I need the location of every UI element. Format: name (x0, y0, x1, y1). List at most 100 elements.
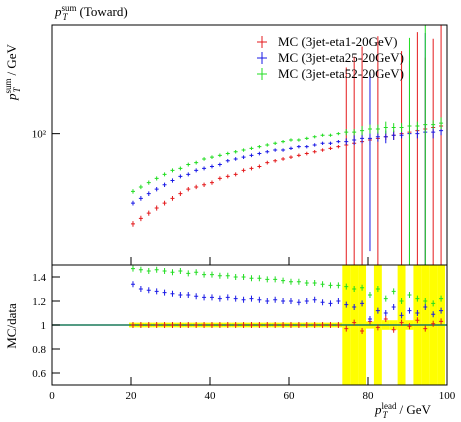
ratio-point (312, 280, 317, 286)
data-point (249, 166, 254, 171)
data-point (439, 117, 444, 130)
data-point (265, 150, 270, 154)
y-axis-label: psumT / GeV (3, 43, 22, 101)
ratio-point (304, 280, 309, 286)
ratio-point (344, 325, 349, 332)
ratio-point (154, 322, 159, 328)
ratio-point (288, 298, 293, 304)
ratio-point (423, 325, 428, 332)
subscript: T (63, 12, 69, 22)
superscript: lead (382, 401, 397, 411)
data-point (375, 132, 380, 142)
ratio-point (281, 322, 286, 328)
x-tick-label: 0 (49, 390, 55, 402)
data-point (186, 162, 191, 167)
data-point (399, 51, 404, 265)
ratio-point (399, 298, 404, 304)
ratio-point (360, 300, 365, 307)
ratio-point (288, 322, 293, 328)
y-tick-label: 1 (41, 320, 47, 332)
ratio-point (360, 284, 365, 291)
ratio-point (415, 295, 420, 302)
data-point (288, 138, 293, 142)
y-tick-label: 0.8 (32, 344, 46, 356)
data-point (336, 132, 341, 136)
data-point (336, 144, 341, 149)
data-point (352, 129, 357, 136)
data-point (423, 25, 428, 265)
x-tick-label: 100 (439, 390, 456, 402)
data-point (265, 160, 270, 165)
data-point (399, 132, 404, 139)
ratio-point (407, 292, 412, 298)
data-point (375, 124, 380, 134)
data-point (162, 172, 167, 177)
ratio-point (162, 289, 167, 296)
ratio-point (233, 274, 238, 280)
data-point (162, 200, 167, 206)
ratio-point (225, 322, 230, 328)
data-point (202, 182, 207, 187)
data-point (439, 25, 444, 265)
data-point (138, 215, 143, 222)
ratio-point (241, 322, 246, 328)
data-point (194, 168, 199, 173)
ratio-point (375, 324, 380, 331)
ratio-point (281, 277, 286, 284)
ratio-point (367, 292, 372, 298)
data-point (138, 184, 143, 190)
data-point (296, 144, 301, 149)
ratio-point (233, 295, 238, 302)
ratio-point (178, 268, 183, 274)
ratio-point (320, 299, 325, 306)
data-point (130, 189, 135, 194)
data-point (186, 186, 191, 192)
data-point (328, 133, 333, 137)
ratio-point (375, 307, 380, 314)
ratio-point (352, 304, 357, 310)
ratio-point (225, 294, 230, 301)
main-plot (130, 25, 444, 265)
x-axis-label: plead T / GeV (374, 401, 432, 420)
ratio-point (383, 310, 388, 316)
superscript: sum (62, 3, 77, 13)
data-point (304, 136, 309, 141)
data-point (146, 210, 151, 216)
data-point (320, 133, 325, 137)
data-point (170, 168, 175, 173)
data-point (202, 157, 207, 161)
ratio-point (257, 322, 262, 328)
ratio-point (439, 307, 444, 314)
data-point (415, 121, 420, 131)
ratio-point (273, 322, 278, 328)
data-point (217, 176, 222, 181)
data-point (383, 121, 388, 134)
data-point (296, 153, 301, 158)
ratio-point (273, 276, 278, 283)
ratio-y-label: MC/data (4, 303, 19, 349)
data-point (415, 32, 420, 265)
data-point (367, 73, 372, 252)
ratio-point (130, 281, 135, 288)
ratio-point (281, 298, 286, 304)
label-text: (Toward) (80, 4, 128, 19)
data-point (186, 172, 191, 177)
data-point (209, 155, 214, 159)
data-point (273, 148, 278, 152)
symbol: p (54, 4, 62, 19)
ratio-point (383, 316, 388, 322)
data-point (209, 164, 214, 169)
ratio-point (186, 270, 191, 277)
ratio-point (391, 288, 396, 295)
x-tick-label: 40 (205, 390, 217, 402)
ratio-point (162, 268, 167, 274)
data-point (170, 178, 175, 183)
data-point (138, 195, 143, 201)
symbol: p (374, 402, 382, 417)
legend-label: MC (3jet-eta25-20GeV) (278, 50, 404, 65)
ratio-point (154, 288, 159, 295)
data-point (217, 153, 222, 158)
ratio-point (146, 268, 151, 274)
ratio-point (265, 322, 270, 328)
ratio-point (383, 295, 388, 302)
